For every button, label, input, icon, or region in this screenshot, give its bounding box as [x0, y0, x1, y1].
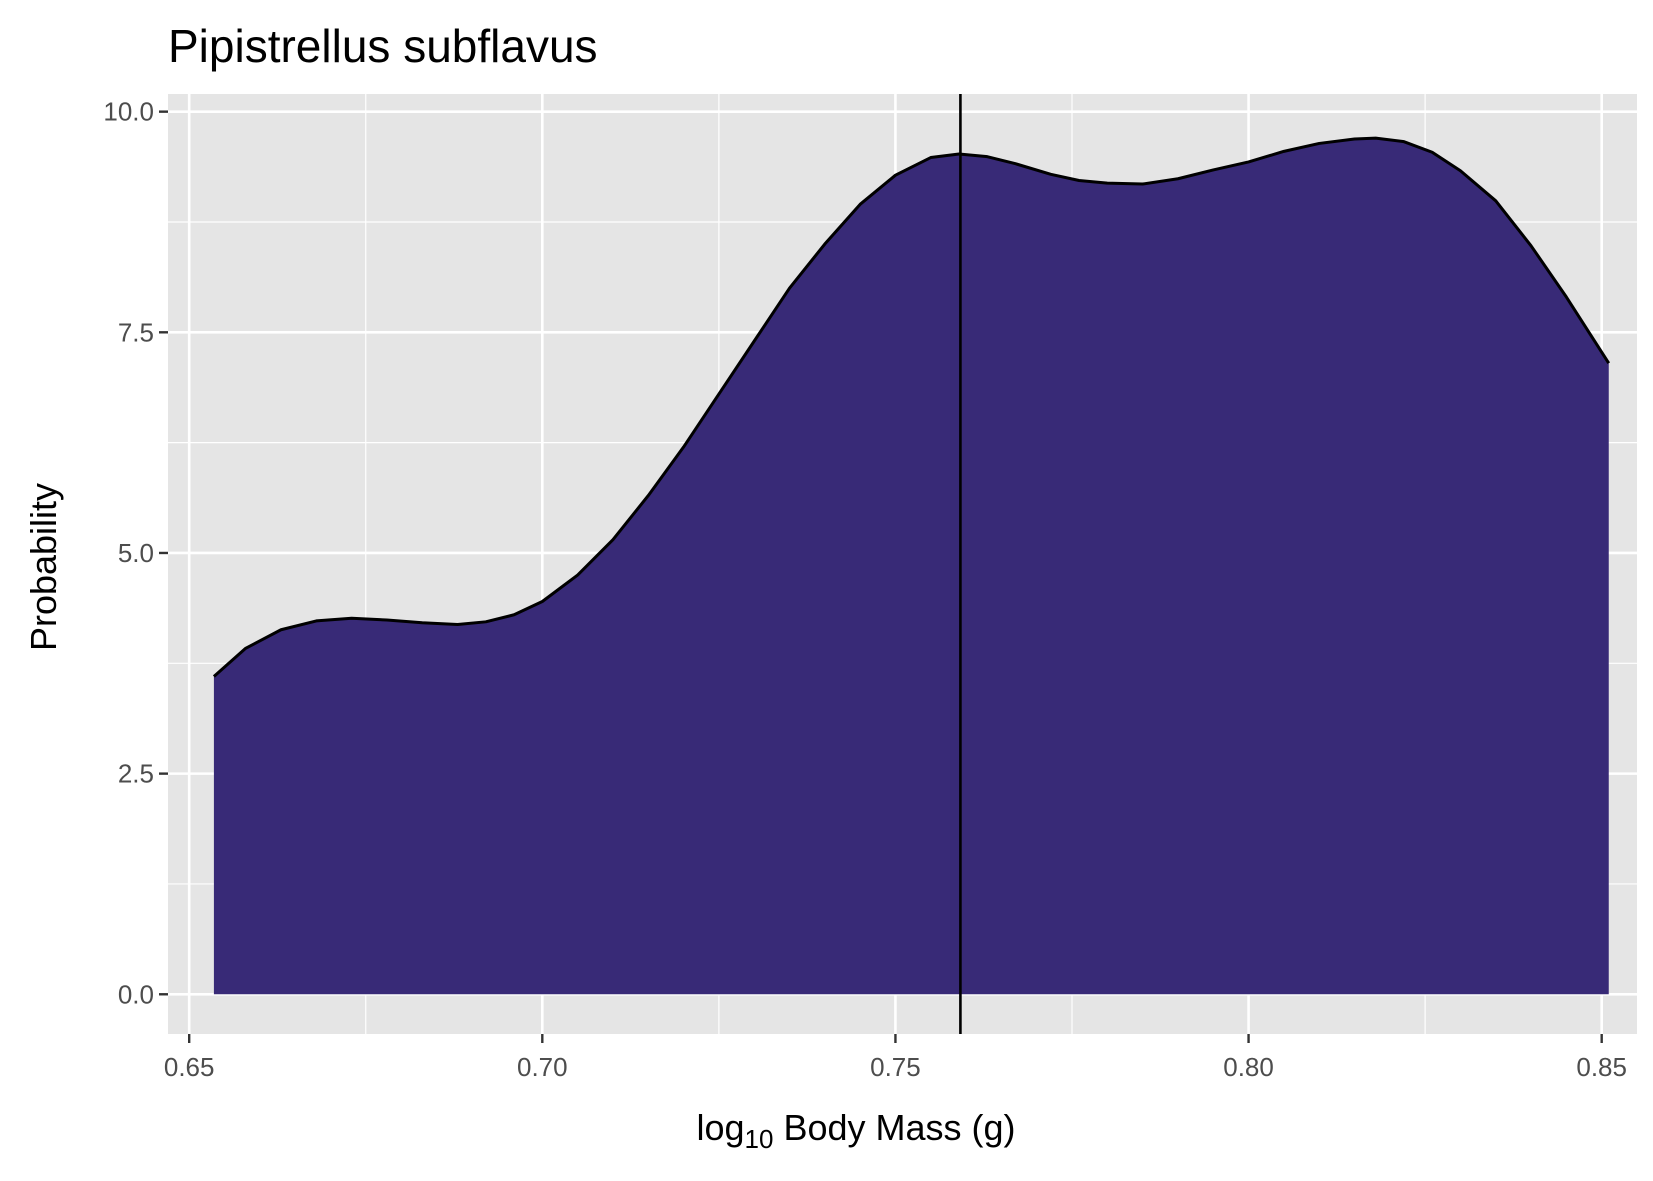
- chart-title: Pipistrellus subflavus: [168, 20, 598, 72]
- x-axis-title-prefix: log: [696, 1107, 744, 1148]
- x-tick-label: 0.70: [517, 1052, 568, 1082]
- x-tick-label: 0.65: [164, 1052, 215, 1082]
- x-tick-label: 0.80: [1223, 1052, 1274, 1082]
- plot-panel: [168, 94, 1637, 1034]
- y-axis: 0.0 2.5 5.0 7.5 10.0: [103, 97, 168, 1009]
- x-axis-title: log10 Body Mass (g): [696, 1107, 1015, 1154]
- y-tick-label: 7.5: [118, 317, 154, 347]
- x-tick-label: 0.75: [870, 1052, 921, 1082]
- density-curve: [212, 136, 1611, 678]
- x-axis: 0.65 0.70 0.75 0.80 0.85: [164, 1034, 1627, 1082]
- y-tick-label: 0.0: [118, 979, 154, 1009]
- x-tick-label: 0.85: [1576, 1052, 1627, 1082]
- density-area: [213, 138, 1609, 995]
- y-tick-label: 10.0: [103, 97, 154, 127]
- x-axis-title-suffix: Body Mass (g): [773, 1107, 1015, 1148]
- y-tick-label: 5.0: [118, 538, 154, 568]
- y-axis-title: Probability: [23, 483, 64, 651]
- y-tick-label: 2.5: [118, 759, 154, 789]
- x-axis-title-subscript: 10: [745, 1124, 774, 1154]
